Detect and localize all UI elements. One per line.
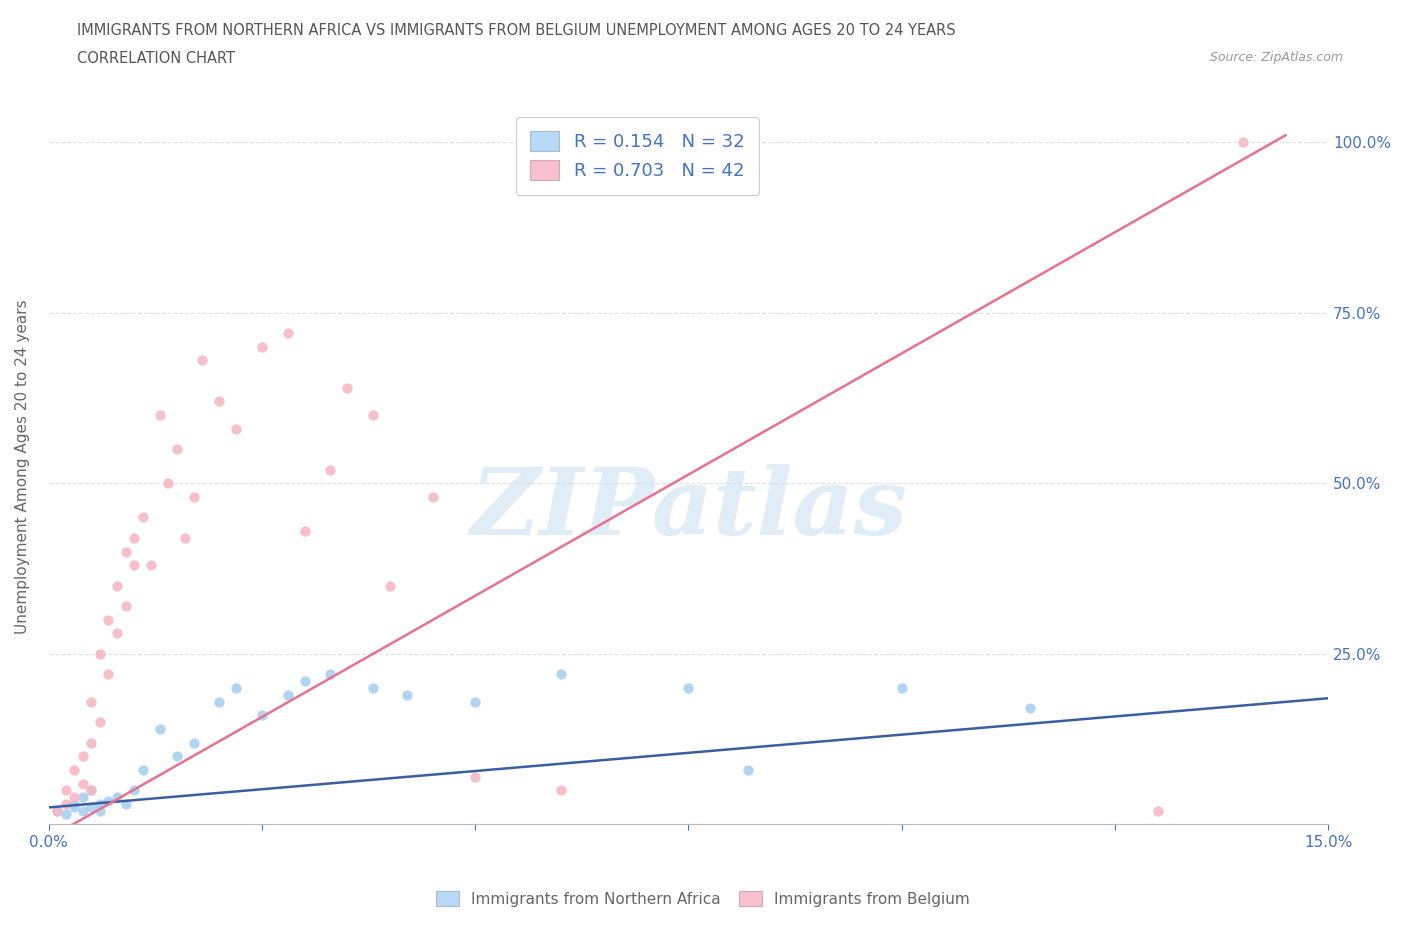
Point [319, 667, 342, 682]
Point [63, 800, 86, 815]
Point [208, 394, 231, 409]
Point [63, 790, 86, 804]
Point [208, 694, 231, 709]
Point [89, 714, 111, 729]
Point [336, 380, 359, 395]
Point [72, 804, 94, 818]
Point [80, 783, 103, 798]
Point [89, 804, 111, 818]
Point [72, 749, 94, 764]
Point [122, 783, 145, 798]
Point [191, 353, 214, 368]
Point [55, 783, 77, 798]
Point [105, 626, 128, 641]
Point [166, 442, 188, 457]
Point [55, 797, 77, 812]
Point [114, 544, 136, 559]
Point [225, 681, 247, 696]
Text: IMMIGRANTS FROM NORTHERN AFRICA VS IMMIGRANTS FROM BELGIUM UNEMPLOYMENT AMONG AG: IMMIGRANTS FROM NORTHERN AFRICA VS IMMIG… [77, 23, 956, 38]
Point [1018, 701, 1040, 716]
Point [550, 667, 572, 682]
Point [122, 530, 145, 545]
Point [149, 407, 172, 422]
Point [80, 783, 103, 798]
Point [890, 681, 912, 696]
Point [131, 763, 153, 777]
Point [139, 558, 162, 573]
Point [225, 421, 247, 436]
Y-axis label: Unemployment Among Ages 20 to 24 years: Unemployment Among Ages 20 to 24 years [15, 299, 30, 633]
Point [89, 646, 111, 661]
Point [105, 790, 128, 804]
Point [464, 769, 486, 784]
Point [422, 489, 444, 504]
Point [378, 578, 401, 593]
Point [89, 797, 111, 812]
Point [183, 735, 205, 750]
Point [277, 326, 299, 340]
Point [72, 777, 94, 791]
Point [97, 612, 120, 627]
Point [277, 687, 299, 702]
Point [114, 599, 136, 614]
Text: CORRELATION CHART: CORRELATION CHART [77, 51, 235, 66]
Point [122, 558, 145, 573]
Point [174, 530, 197, 545]
Point [464, 694, 486, 709]
Point [319, 462, 342, 477]
Point [1232, 135, 1254, 150]
Point [72, 790, 94, 804]
Point [294, 673, 316, 688]
Point [183, 489, 205, 504]
Point [97, 667, 120, 682]
Point [250, 708, 273, 723]
Point [131, 510, 153, 525]
Point [55, 807, 77, 822]
Point [149, 722, 172, 737]
Point [80, 694, 103, 709]
Point [80, 800, 103, 815]
Point [63, 797, 86, 812]
Legend: R = 0.154   N = 32, R = 0.703   N = 42: R = 0.154 N = 32, R = 0.703 N = 42 [516, 117, 759, 194]
Legend: Immigrants from Northern Africa, Immigrants from Belgium: Immigrants from Northern Africa, Immigra… [430, 885, 976, 913]
Point [97, 793, 120, 808]
Text: ZIPatlas: ZIPatlas [470, 464, 907, 554]
Point [737, 763, 759, 777]
Point [1146, 804, 1168, 818]
Point [114, 797, 136, 812]
Point [361, 681, 384, 696]
Point [105, 578, 128, 593]
Point [63, 763, 86, 777]
Point [46, 804, 69, 818]
Point [157, 476, 180, 491]
Point [678, 681, 700, 696]
Point [46, 804, 69, 818]
Point [550, 783, 572, 798]
Text: Source: ZipAtlas.com: Source: ZipAtlas.com [1209, 51, 1343, 64]
Point [166, 749, 188, 764]
Point [80, 735, 103, 750]
Point [294, 524, 316, 538]
Point [395, 687, 418, 702]
Point [250, 339, 273, 354]
Point [361, 407, 384, 422]
